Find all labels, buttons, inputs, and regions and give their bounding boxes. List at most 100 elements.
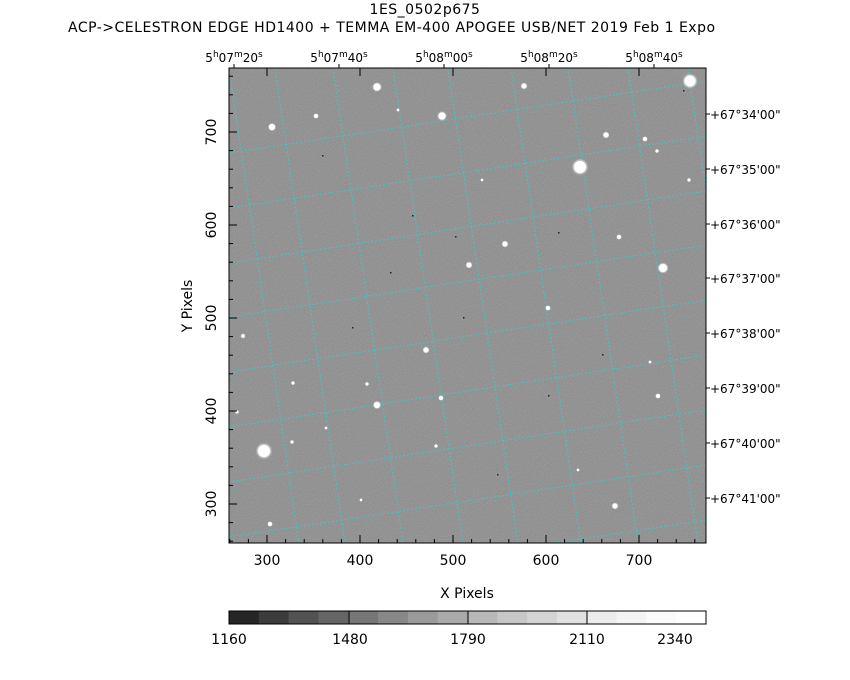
hot-pixel: [497, 474, 499, 476]
y-tick-label: 700: [204, 119, 220, 146]
y-tick-label: 500: [204, 305, 220, 332]
star: [648, 360, 652, 364]
colorbar-segment: [407, 611, 439, 624]
colorbar-segment: [348, 611, 379, 624]
ra-grid-line: [392, 68, 464, 543]
dec-tick-label: +67°35'00": [710, 163, 781, 177]
star: [521, 83, 527, 89]
ra-grid-line: [447, 68, 519, 543]
hot-pixel: [390, 272, 392, 274]
ra-grid-line: [687, 68, 706, 194]
colorbar-segment: [288, 611, 319, 624]
star: [643, 137, 647, 141]
colorbar-segment: [616, 611, 647, 624]
ra-grid-line: [567, 68, 639, 543]
star: [373, 83, 381, 91]
colorbar-segment: [378, 611, 409, 624]
star: [374, 402, 380, 408]
dec-tick-label: +67°41'00": [710, 492, 781, 506]
star: [241, 334, 245, 338]
sky-noise: [229, 68, 706, 543]
star: [269, 124, 275, 130]
star: [659, 264, 667, 272]
colorbar-segment: [229, 611, 260, 624]
instrument-info-line: ACP->CELESTRON EDGE HD1400 + TEMMA EM-40…: [68, 20, 716, 36]
dec-grid-line: [229, 135, 706, 209]
dec-tick-label: +67°34'00": [710, 108, 781, 122]
star: [324, 426, 328, 430]
colorbar-segment: [258, 611, 290, 624]
star: [466, 262, 472, 268]
star: [656, 394, 660, 398]
colorbar-label: 2340: [657, 632, 693, 648]
x-axis: 300 400 500 600 700: [229, 68, 696, 569]
dec-grid-line: [229, 464, 706, 538]
star: [576, 468, 580, 472]
hot-pixel: [322, 155, 324, 157]
x-tick-label: 300: [254, 553, 281, 569]
ra-grid-line: [229, 68, 300, 543]
ra-axis-labels: 5h07m20s 5h07m40s 5h08m00s 5h08m20s 5h08m40s: [205, 50, 683, 68]
sky-image: [229, 68, 706, 543]
star: [439, 396, 443, 400]
star: [423, 347, 429, 353]
ra-tick-label: 5h08m40s: [625, 50, 683, 65]
colorbar-label: 1480: [332, 632, 368, 648]
ra-tick-label: 5h07m40s: [310, 50, 368, 65]
colorbar-segment: [497, 611, 528, 624]
dec-tick-label: +67°38'00": [710, 327, 781, 341]
dec-grid-line: [229, 80, 706, 154]
star: [655, 149, 659, 153]
dec-grid-line: [229, 299, 706, 373]
star: [687, 178, 691, 182]
star: [684, 75, 696, 87]
ra-grid-line: [510, 68, 582, 543]
y-axis: 300 400 500 600 700: [204, 75, 237, 542]
star: [480, 178, 484, 182]
hot-pixel: [455, 236, 457, 238]
star: [396, 108, 400, 112]
star: [258, 445, 270, 457]
coordinate-grid: [229, 68, 706, 543]
y-axis-label: Y Pixels: [180, 280, 196, 334]
y-tick-label: 400: [204, 398, 220, 425]
dec-axis-labels: +67°34'00" +67°35'00" +67°36'00" +67°37'00"…: [706, 108, 781, 506]
colorbar-segment: [527, 611, 558, 624]
star: [290, 440, 294, 444]
colorbar-segment: [318, 611, 349, 624]
ra-grid-line: [627, 68, 699, 543]
star: [359, 498, 363, 502]
colorbar: [228, 610, 707, 625]
dec-tick-label: +67°40'00": [710, 437, 781, 451]
hot-pixel: [683, 90, 685, 92]
colorbar-segment: [556, 611, 588, 624]
hot-pixel: [602, 354, 604, 356]
colorbar-segment: [467, 611, 498, 624]
ra-tick-label: 5h08m20s: [520, 50, 578, 65]
x-tick-label: 500: [440, 553, 467, 569]
hot-pixel: [548, 395, 550, 397]
x-axis-label: X Pixels: [440, 586, 494, 602]
colorbar-label: 1790: [450, 632, 486, 648]
colorbar-segment: [437, 611, 468, 624]
star: [268, 522, 272, 526]
dec-grid-line: [229, 354, 706, 428]
object-title: 1ES_0502p675: [369, 2, 481, 18]
star: [365, 382, 369, 386]
dec-grid-line: [229, 190, 706, 264]
star: [574, 161, 586, 173]
y-tick-label: 300: [204, 491, 220, 518]
ra-tick-label: 5h08m00s: [415, 50, 473, 65]
x-tick-label: 400: [347, 553, 374, 569]
colorbar-segment: [676, 611, 707, 624]
star: [612, 503, 618, 509]
dec-tick-label: +67°37'00": [710, 272, 781, 286]
image-border: [228, 67, 707, 544]
star: [314, 114, 318, 118]
star-field: [234, 73, 698, 527]
star: [438, 112, 446, 120]
colorbar-labels: 1160 1480 1790 2110 2340: [211, 632, 693, 648]
ra-tick-label: 5h07m20s: [205, 50, 263, 65]
hot-pixel: [412, 215, 414, 217]
